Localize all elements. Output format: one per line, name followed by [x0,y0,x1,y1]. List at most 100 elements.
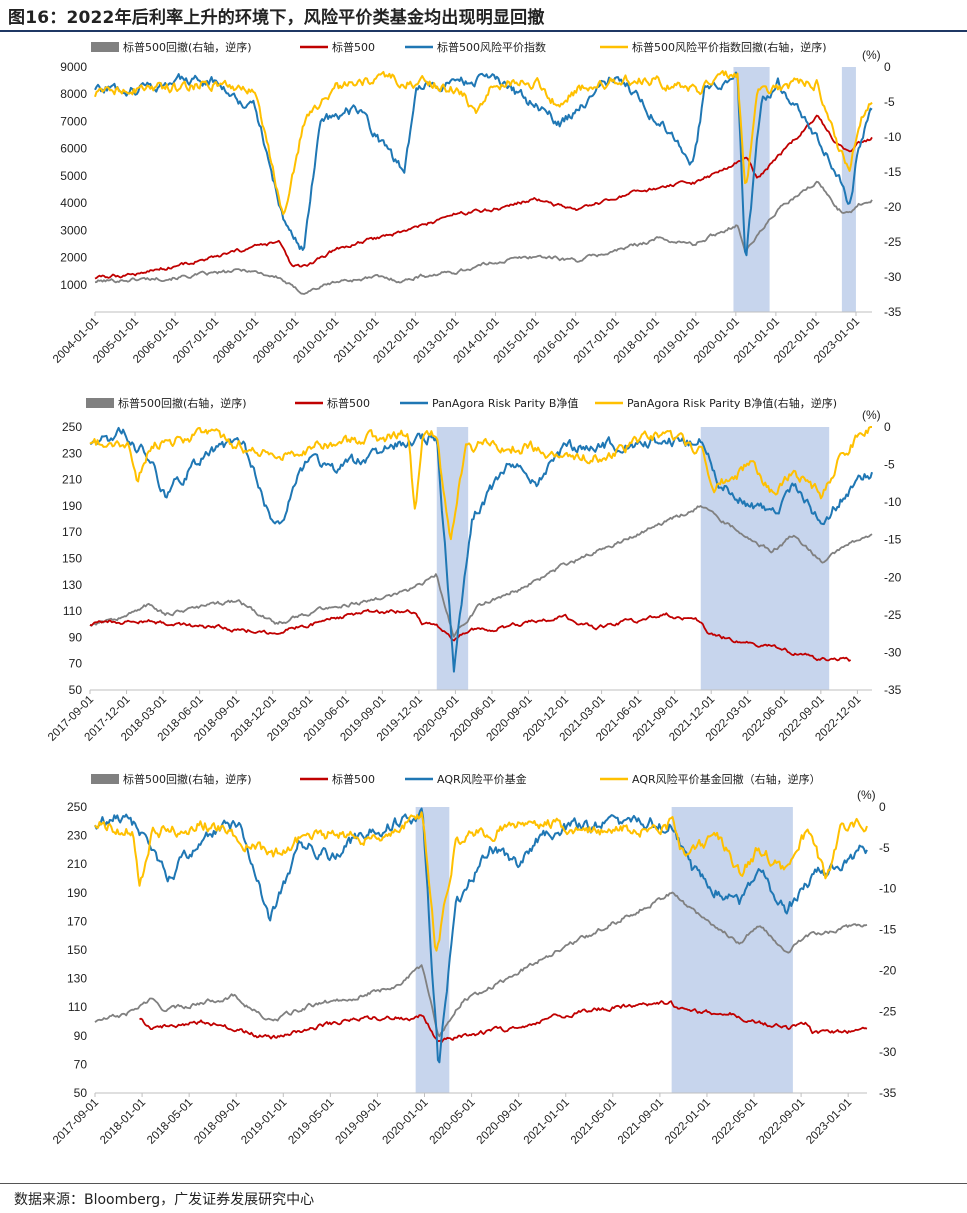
shaded-region [415,807,450,1093]
legend-label: 标普500 [327,396,370,410]
y2-tick-label: -20 [884,200,902,214]
x-tick-label: 2022-09-01 [757,1097,807,1147]
y-tick-label: 170 [62,525,82,539]
y2-tick-label: -20 [879,963,897,977]
y-tick-label: 6000 [60,142,87,156]
charts-canvas: 9000800070006000500040003000200010000-5-… [46,40,902,1147]
y2-tick-label: -10 [884,130,902,144]
y-tick-label: 210 [62,473,82,487]
x-tick-label: 2017-09-01 [51,1097,101,1147]
y2-tick-label: -35 [884,683,902,697]
y-tick-label: 190 [62,499,82,513]
x-tick-label: 2023-01-01 [804,1097,854,1147]
y2-tick-label: -30 [879,1045,897,1059]
legend-label: AQR风险平价基金 [437,772,527,786]
y2-tick-label: -35 [884,305,902,319]
shaded-region [671,807,793,1093]
series-line-drawdown [94,891,868,1038]
figure-title: 图16：2022年后利率上升的环境下，风险平价类基金均出现明显回撤 [8,8,545,28]
y-tick-label: 110 [63,604,82,618]
y-tick-label: 230 [62,446,82,460]
y-tick-label: 130 [67,972,87,986]
y-tick-label: 9000 [60,60,87,74]
y-tick-label: 150 [67,943,87,957]
x-tick-label: 2018-09-01 [192,1097,242,1147]
x-tick-label: 2020-01-01 [381,1097,431,1147]
y-tick-label: 70 [69,657,83,671]
series-line-risk-parity-drawdown [89,426,872,541]
y2-tick-label: -25 [884,608,902,622]
y-tick-label: 50 [69,683,83,697]
y-tick-label: 5000 [60,169,87,183]
y-tick-label: 70 [74,1057,88,1071]
x-tick-label: 2021-05-01 [569,1097,619,1147]
legend-swatch [91,774,119,784]
y2-unit-label: (%) [857,788,876,802]
y-tick-label: 150 [62,552,82,566]
x-tick-label: 2019-05-01 [286,1097,336,1147]
series-line-sp500 [89,608,852,662]
y2-tick-label: -20 [884,570,902,584]
x-tick-label: 2022-01-01 [663,1097,713,1147]
series-line-risk-parity-drawdown [94,811,868,952]
legend-label: PanAgora Risk Parity B净值 [432,396,578,410]
y-tick-label: 110 [68,1000,87,1014]
legend-label: 标普500风险平价指数 [437,40,546,54]
y2-tick-label: -15 [884,533,902,547]
legend-label: 标普500回撤(右轴，逆序) [123,772,252,786]
y-tick-label: 130 [62,578,82,592]
y-tick-label: 90 [69,630,83,644]
y2-tick-label: -30 [884,645,902,659]
legend-label: 标普500回撤(右轴，逆序) [118,396,247,410]
y2-tick-label: -25 [884,235,902,249]
y-tick-label: 230 [67,829,87,843]
y-tick-label: 4000 [60,196,87,210]
shaded-region [841,67,856,312]
x-tick-label: 2022-05-01 [710,1097,760,1147]
y-tick-label: 250 [62,420,82,434]
y2-tick-label: -10 [879,882,897,896]
y2-tick-label: -35 [879,1086,897,1100]
y2-tick-label: -30 [884,270,902,284]
y2-tick-label: -10 [884,495,902,509]
x-tick-label: 2018-01-01 [98,1097,148,1147]
title-rule [0,30,967,32]
y-tick-label: 210 [67,857,87,871]
shaded-region [700,427,830,690]
series-line-drawdown [94,180,873,295]
legend-label: 标普500风险平价指数回撤(右轴，逆序) [632,40,827,54]
legend-swatch [91,42,119,52]
y2-tick-label: -5 [884,458,895,472]
legend-label: 标普500 [332,40,375,54]
y-tick-label: 190 [67,886,87,900]
chart-3: 250 230 210 190 170 150 130 110 90 70 50 0 -5 -10 -15 -… [51,772,897,1147]
y2-tick-label: 0 [879,800,886,814]
x-tick-label: 2019-01-01 [239,1097,289,1147]
y2-tick-label: 0 [884,420,891,434]
series-line-risk-parity [89,426,873,673]
source-rule [0,1183,967,1184]
y2-tick-label: -5 [884,95,895,109]
series-line-risk-parity [94,71,873,257]
series-line-sp500 [139,1000,868,1043]
y2-tick-label: -5 [879,841,890,855]
legend-label: 标普500 [332,772,375,786]
series-line-risk-parity-drawdown [94,70,873,216]
y-tick-label: 2000 [60,251,87,265]
y2-tick-label: -15 [884,165,902,179]
y-tick-label: 250 [67,800,87,814]
x-tick-label: 2021-09-01 [616,1097,666,1147]
y-tick-label: 170 [67,914,87,928]
y-tick-label: 8000 [60,87,87,101]
y-tick-label: 90 [74,1029,88,1043]
y2-unit-label: (%) [862,48,881,62]
y-tick-label: 3000 [60,223,87,237]
y2-unit-label: (%) [862,408,881,422]
y2-tick-label: 0 [884,60,891,74]
y-tick-label: 50 [74,1086,88,1100]
chart-2: 250 230 210 190 170 150 130 110 90 70 50 0 -5 -10 -15 -… [46,396,902,744]
y-tick-label: 7000 [60,114,87,128]
legend-label: AQR风险平价基金回撤（右轴，逆序） [632,772,821,786]
x-tick-label: 2018-05-01 [145,1097,195,1147]
legend-label: PanAgora Risk Parity B净值(右轴，逆序) [627,396,837,410]
